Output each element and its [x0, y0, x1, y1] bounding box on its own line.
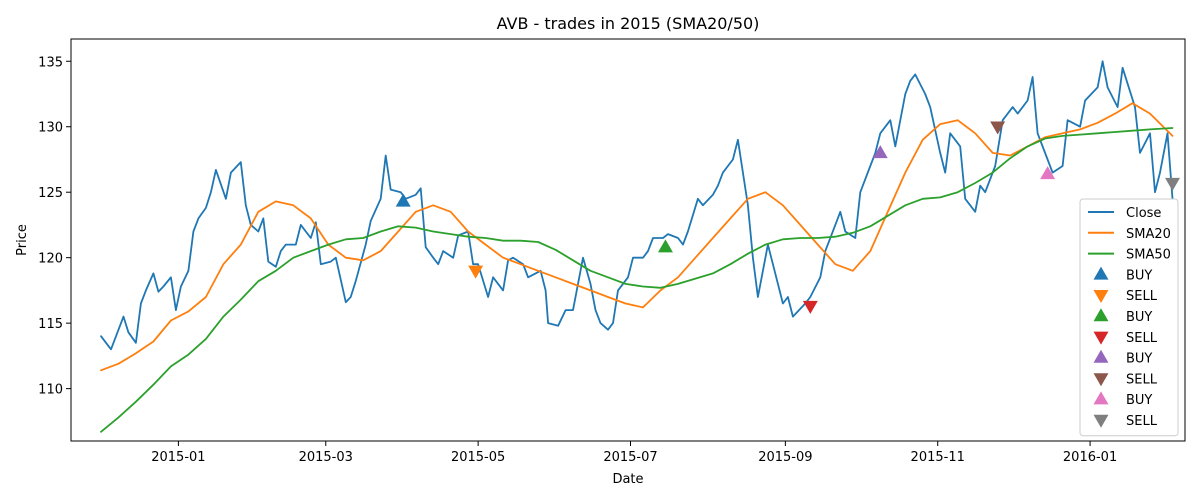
legend-swatch-marker [1093, 414, 1109, 428]
trade-marker-sell [990, 121, 1006, 135]
legend-swatch-marker [1093, 331, 1109, 345]
trade-marker-buy [872, 145, 888, 159]
y-tick-label: 110 [38, 383, 63, 398]
x-tick-label: 2015-07 [603, 450, 657, 465]
legend-label: SELL [1126, 289, 1158, 304]
y-tick-label: 130 [38, 121, 63, 136]
x-axis-label: Date [612, 472, 643, 487]
x-tick-label: 2015-05 [451, 450, 505, 465]
x-tick-label: 2015-03 [299, 450, 353, 465]
x-axis-ticks: 2015-01 2015-03 2015-05 2015-07 2015-09 2015-… [151, 441, 1117, 465]
legend-label: SELL [1126, 414, 1158, 429]
legend-label: SMA50 [1126, 248, 1171, 263]
series-line-sma20 [100, 102, 1174, 372]
plot-frame [70, 38, 1186, 442]
legend-label: Close [1126, 206, 1161, 221]
legend-swatch-marker [1093, 373, 1109, 387]
legend: Close SMA20 SMA50 BUY SELL BUY SELL BUY SELL BUY S… [1079, 198, 1179, 437]
x-tick-label: 2015-11 [911, 450, 965, 465]
plot-area [100, 60, 1180, 433]
y-tick-label: 120 [38, 252, 63, 267]
legend-swatch-marker [1093, 290, 1109, 303]
trade-marker-sell [468, 265, 484, 279]
trade-marker-sell [802, 300, 818, 314]
legend-label: BUY [1126, 393, 1152, 408]
series-line-sma50 [100, 127, 1174, 433]
y-axis-label: Price [15, 224, 30, 256]
trade-marker-buy [395, 193, 411, 207]
x-tick-label: 2015-09 [758, 450, 812, 465]
legend-label: SMA20 [1126, 227, 1171, 242]
legend-label: BUY [1126, 352, 1152, 367]
legend-swatch-marker [1093, 391, 1109, 405]
y-tick-label: 135 [38, 55, 63, 70]
y-tick-label: 125 [38, 186, 63, 201]
chart-title: AVB - trades in 2015 (SMA20/50) [497, 14, 760, 33]
trade-marker-buy [1040, 166, 1056, 180]
legend-swatch-marker [1093, 308, 1109, 322]
legend-swatch-marker [1093, 266, 1109, 280]
legend-label: SELL [1126, 331, 1158, 346]
trade-marker-buy [657, 239, 673, 253]
y-tick-label: 115 [38, 317, 63, 332]
legend-label: SELL [1126, 372, 1158, 387]
series-line-close [100, 60, 1174, 351]
x-tick-label: 2016-01 [1063, 450, 1117, 465]
x-tick-label: 2015-01 [151, 450, 205, 465]
y-axis-ticks: 110 115 120 125 130 135 [38, 55, 71, 398]
legend-label: BUY [1126, 310, 1152, 325]
trade-marker-sell [1165, 177, 1180, 191]
legend-label: BUY [1126, 268, 1152, 283]
legend-swatch-marker [1093, 349, 1109, 363]
